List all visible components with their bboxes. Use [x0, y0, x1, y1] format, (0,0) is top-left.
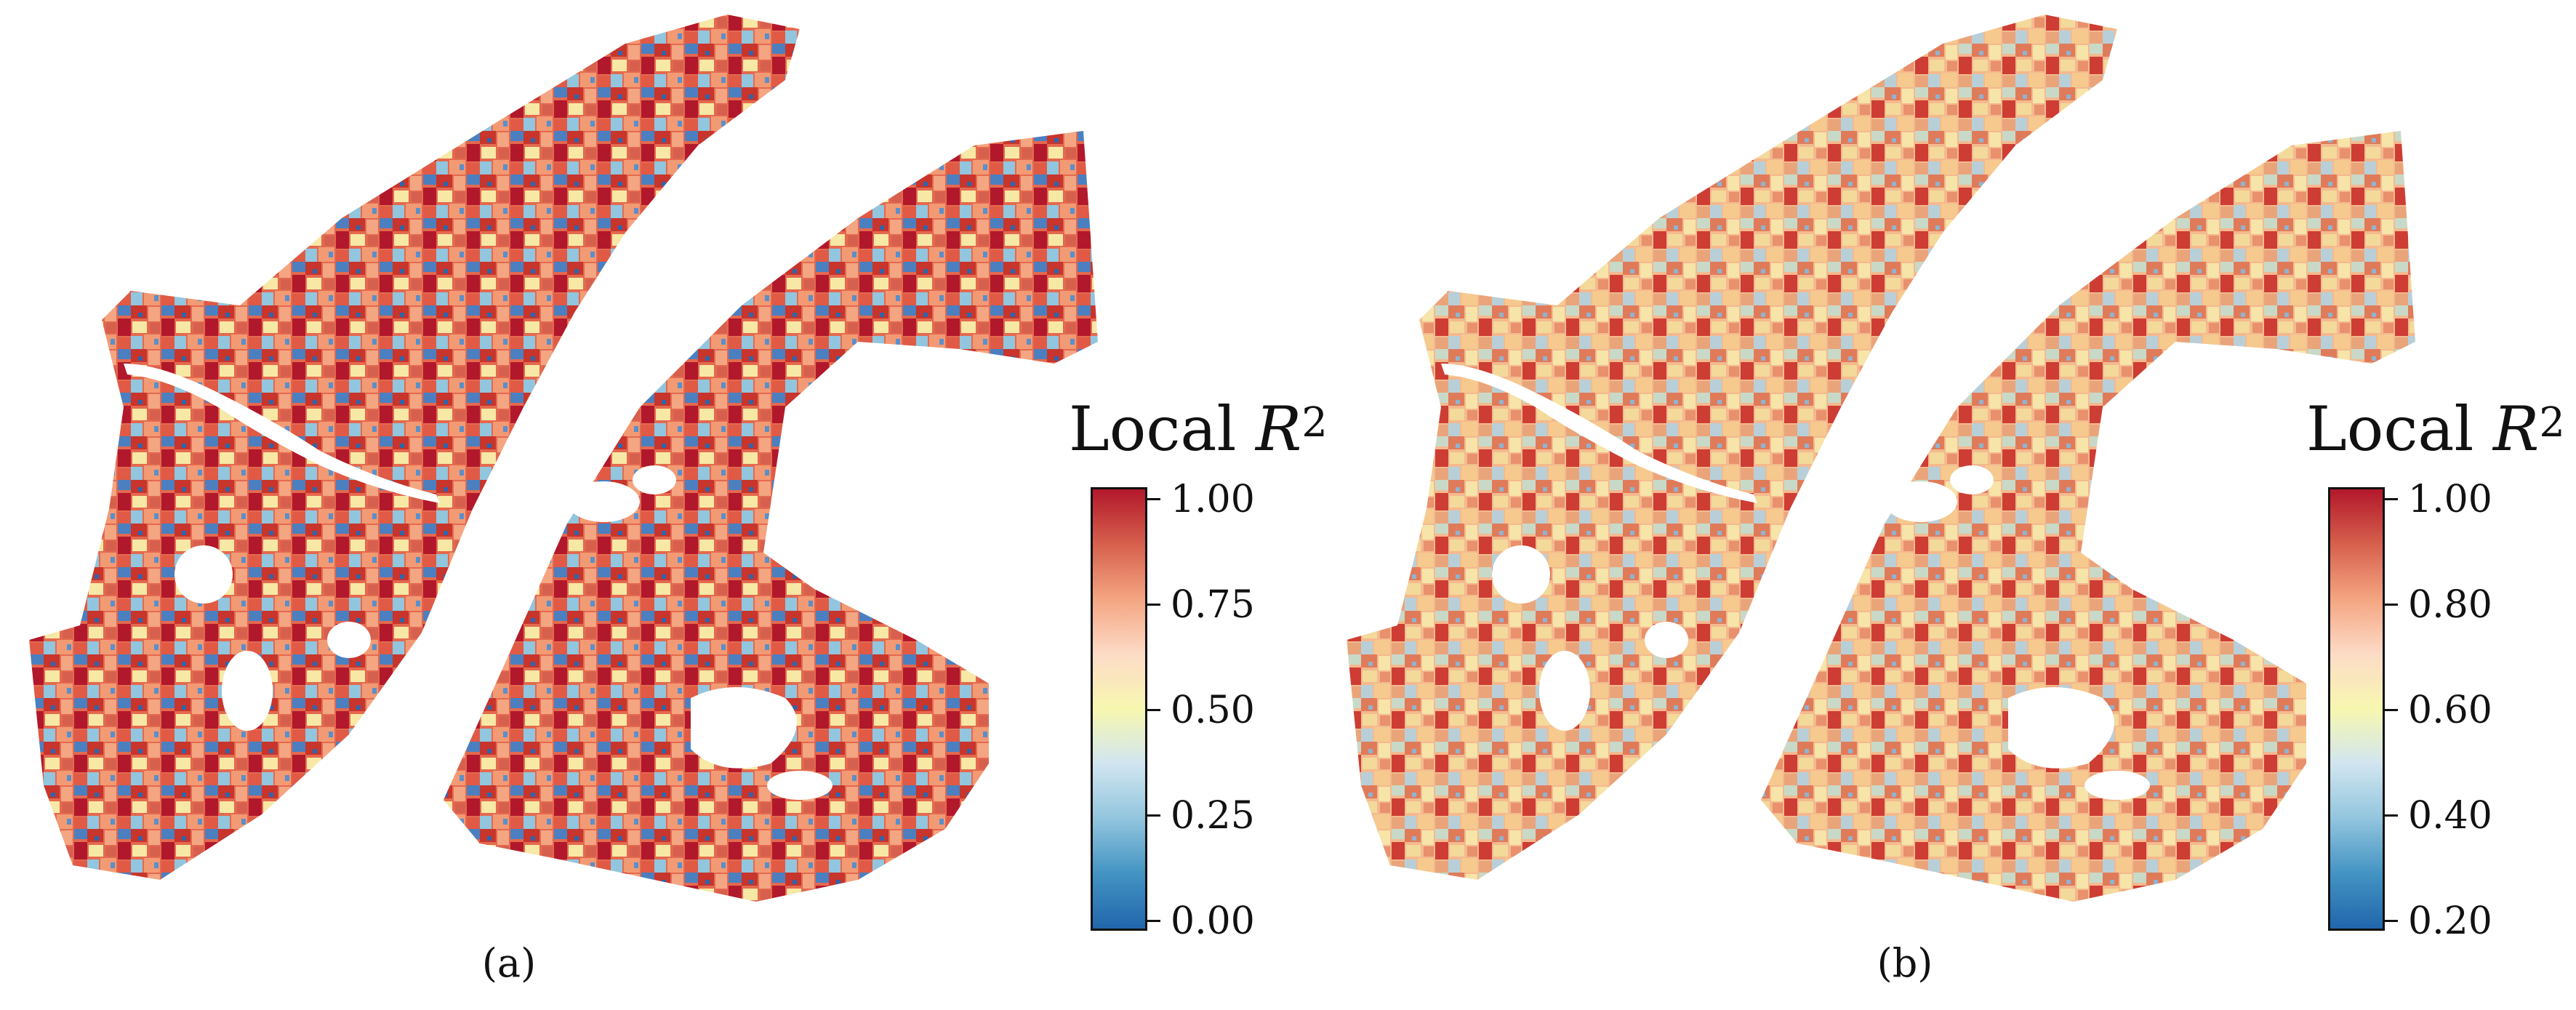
colorbar-tick — [1147, 709, 1160, 711]
colorbar-tick — [1147, 604, 1160, 606]
map-panel-a: Local R2 1.00 0.75 0.50 0.25 0.00 (a) — [29, 15, 1328, 986]
legend-title-b: Local R2 — [2306, 393, 2565, 465]
colorbar-legend-b: Local R2 1.00 0.80 0.60 0.40 0.20 — [2306, 393, 2565, 960]
colorbar-tick — [2385, 498, 2398, 500]
colorbar-tick-label: 0.20 — [2408, 899, 2492, 943]
colorbar-tick-label: 0.40 — [2408, 794, 2492, 838]
colorbar-tick-label: 1.00 — [1171, 478, 1255, 521]
legend-title-a: Local R2 — [1069, 393, 1328, 465]
colorbar-tick — [2385, 709, 2398, 711]
choropleth-map-a — [29, 15, 1098, 902]
colorbar-b — [2328, 487, 2385, 931]
water-features-b — [1441, 364, 2150, 800]
colorbar-a — [1091, 487, 1147, 931]
colorbar-tick — [2385, 604, 2398, 606]
map-panel-b: Local R2 1.00 0.80 0.60 0.40 0.20 (b) — [1288, 0, 2576, 1010]
colorbar-legend-a: Local R2 1.00 0.75 0.50 0.25 0.00 — [1069, 393, 1328, 960]
colorbar-tick — [1147, 814, 1160, 817]
choropleth-map-b — [1347, 15, 2415, 902]
colorbar-tick — [1147, 920, 1160, 922]
colorbar-tick-label: 0.75 — [1171, 583, 1255, 627]
water-features-a — [124, 364, 832, 800]
colorbar-tick — [1147, 498, 1160, 500]
colorbar-tick-label: 0.80 — [2408, 583, 2492, 627]
panel-label-a: (a) — [481, 940, 537, 986]
colorbar-tick-label: 1.00 — [2408, 478, 2492, 521]
colorbar-tick-label: 0.00 — [1171, 899, 1255, 943]
colorbar-tick-label: 0.60 — [2408, 689, 2492, 732]
colorbar-tick — [2385, 920, 2398, 922]
colorbar-tick-label: 0.25 — [1171, 794, 1255, 838]
panel-label-b: (b) — [1877, 940, 1933, 986]
colorbar-tick — [2385, 814, 2398, 817]
colorbar-tick-label: 0.50 — [1171, 689, 1255, 732]
